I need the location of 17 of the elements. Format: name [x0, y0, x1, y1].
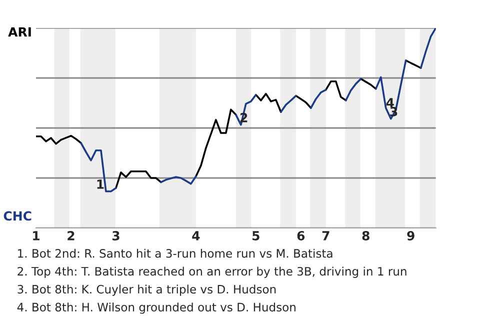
text: ARI: [8, 27, 31, 36]
annotation: 4: [386, 98, 394, 108]
x-tick-label: 3: [112, 231, 120, 240]
x-tick-label: 9: [407, 231, 414, 240]
x-tick-label: 7: [322, 231, 330, 240]
text: CHC: [4, 211, 32, 221]
annotation: 1: [97, 180, 104, 189]
x-tick-label: 8: [362, 231, 370, 240]
text: 1. Bot 2nd: R. Santo hit a 3-run home run vs M. Batista: [18, 248, 332, 258]
x-tick-label: 5: [252, 231, 260, 240]
text: 2. Top 4th: T. Batista reached on an error by the 3B, driving in 1 run: [18, 266, 406, 278]
x-tick-label: 2: [68, 231, 74, 240]
text: 4. Bot 8th: H. Wilson grounded out vs D. Hudson: [17, 302, 296, 314]
x-tick-label: 6: [297, 231, 305, 240]
text: 3. Bot 8th: K. Cuyler hit a triple vs D. Hudson: [18, 284, 276, 296]
x-tick-label: 4: [192, 231, 200, 240]
x-tick-label: 1: [33, 231, 40, 240]
